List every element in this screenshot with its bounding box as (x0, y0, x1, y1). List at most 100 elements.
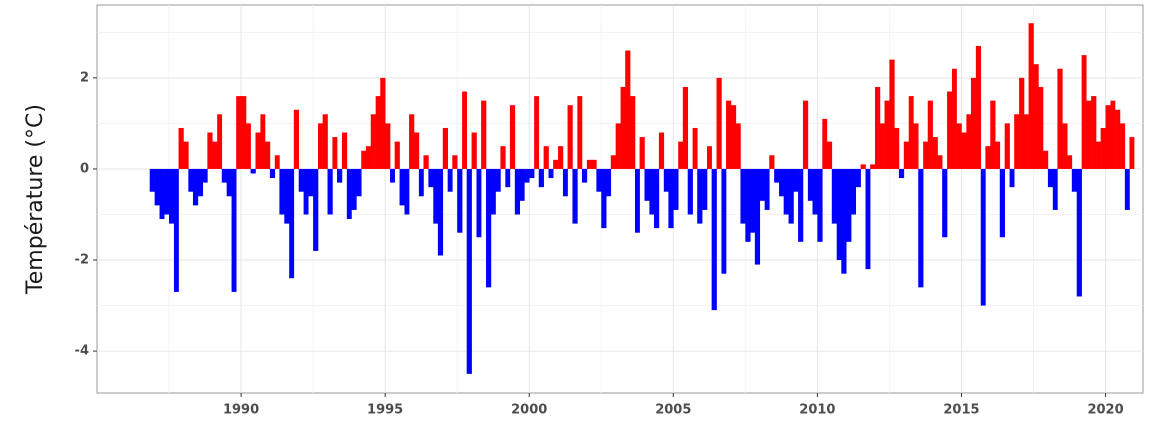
bar (572, 168, 578, 224)
bar (730, 105, 737, 169)
bar (985, 146, 991, 169)
bar (649, 168, 655, 215)
bar (639, 137, 645, 169)
bar (365, 146, 372, 169)
bar (601, 168, 607, 229)
bar (860, 164, 866, 169)
bar (817, 168, 823, 242)
bar (966, 114, 972, 169)
bar (188, 168, 194, 192)
bar (826, 141, 833, 169)
bar (1014, 114, 1020, 169)
bar (509, 105, 516, 169)
bar (524, 168, 530, 183)
bar (558, 146, 564, 169)
bar (418, 168, 424, 197)
bar (999, 168, 1005, 238)
y-axis-label: Température (°C) (23, 104, 48, 295)
bar (673, 168, 679, 210)
bar (764, 168, 770, 210)
bar (178, 127, 184, 169)
bar (687, 168, 693, 215)
bar (980, 168, 986, 306)
bar (923, 141, 929, 169)
bar (437, 168, 444, 256)
bar (1100, 127, 1106, 169)
bar (433, 168, 439, 224)
bar (212, 141, 218, 169)
bar (462, 91, 468, 169)
bar (913, 123, 919, 169)
y-tick-label: -2 (75, 253, 89, 268)
bar (197, 168, 204, 197)
bar (1129, 137, 1135, 169)
bar (947, 91, 953, 169)
bar (471, 132, 477, 169)
bar (394, 141, 400, 169)
bar (1119, 123, 1126, 169)
bar (961, 132, 967, 169)
bar (255, 132, 261, 169)
bar (269, 168, 276, 179)
bar (855, 168, 861, 188)
bar (495, 168, 501, 192)
bar (169, 168, 175, 224)
bar (207, 132, 213, 169)
bar (654, 168, 660, 229)
bar (519, 168, 525, 201)
bar (884, 100, 890, 169)
x-tick-label: 2020 (1087, 403, 1123, 418)
bar (721, 168, 727, 274)
bar (351, 168, 357, 210)
x-tick-label: 2000 (511, 403, 547, 418)
bar (423, 155, 429, 169)
bar (183, 141, 189, 169)
bar (1004, 123, 1010, 169)
bar (1071, 168, 1078, 192)
bar (990, 100, 996, 169)
bar (802, 100, 809, 169)
bar (567, 105, 573, 169)
bar (553, 159, 559, 169)
bar (490, 168, 496, 215)
bar (918, 168, 924, 288)
bar (898, 168, 905, 179)
bar (932, 137, 938, 169)
plot-panel (96, 4, 1144, 394)
bar (793, 168, 799, 192)
bar (970, 77, 977, 169)
bar (173, 168, 179, 292)
bar (591, 159, 597, 169)
bar (476, 168, 482, 238)
bar (596, 168, 602, 192)
bar (548, 168, 554, 179)
bar (293, 109, 300, 169)
bar (500, 146, 506, 169)
bar (1047, 168, 1054, 188)
bar (164, 168, 170, 215)
bar (716, 77, 722, 169)
bar (822, 118, 828, 169)
bar (1115, 109, 1121, 169)
bar (337, 168, 343, 183)
bar (937, 155, 943, 169)
bar (529, 168, 535, 179)
bar (361, 150, 367, 169)
bar (927, 100, 933, 169)
bar (192, 168, 199, 206)
bar (711, 168, 717, 311)
bar (409, 114, 415, 169)
bar (750, 168, 756, 233)
bar (879, 123, 885, 169)
bar (894, 127, 900, 169)
bar (1023, 114, 1029, 169)
bar (975, 45, 982, 169)
bar (942, 168, 948, 238)
bar (783, 168, 789, 215)
bar (404, 168, 410, 215)
bar (159, 168, 165, 220)
x-tick-label: 2015 (943, 403, 979, 418)
x-tick-label: 1990 (223, 403, 259, 418)
bar (486, 168, 492, 288)
